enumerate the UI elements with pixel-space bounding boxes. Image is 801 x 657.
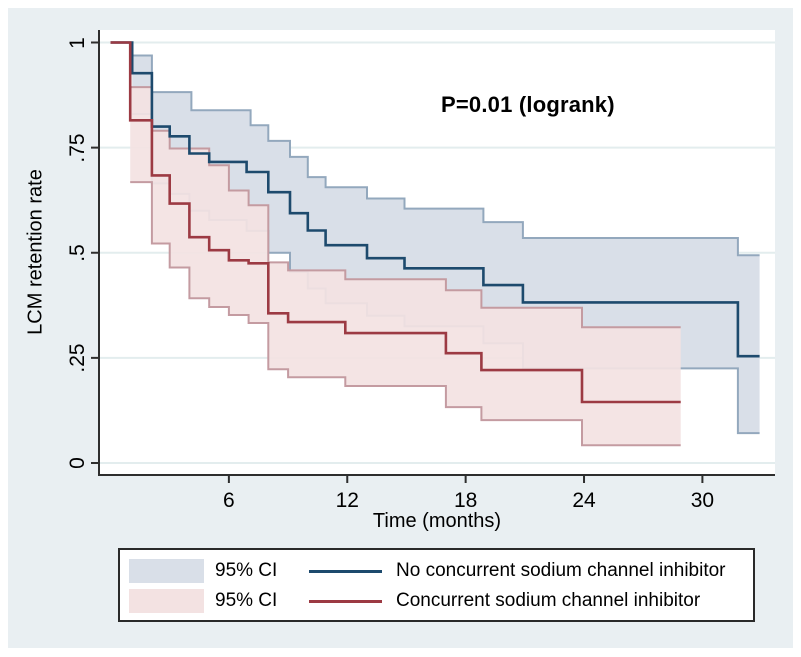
legend-series-label-no-inhibitor: No concurrent sodium channel inhibitor [396, 560, 726, 581]
x-tick-label: 6 [223, 489, 235, 512]
legend-ci-label-blue: 95% CI [215, 560, 278, 581]
x-axis-title: Time (months) [372, 510, 502, 532]
x-tick-label: 18 [453, 489, 478, 512]
x-tick-label: 24 [572, 489, 596, 512]
y-tick-label: .5 [66, 243, 89, 262]
y-tick-label: 1 [66, 36, 89, 49]
x-tick-label: 12 [335, 489, 359, 512]
legend-series-label-inhibitor: Concurrent sodium channel inhibitor [396, 590, 701, 611]
y-axis-title: LCM retention rate [24, 169, 47, 335]
y-tick-label: 0 [66, 457, 89, 469]
legend-line-swatch-navy [309, 570, 382, 573]
legend-ci-swatch-pink [129, 589, 204, 613]
legend-box: 95% CI No concurrent sodium channel inhi… [118, 548, 755, 622]
legend-ci-swatch-blue [129, 559, 204, 583]
legend-ci-label-pink: 95% CI [215, 590, 278, 611]
legend-line-swatch-red [309, 600, 382, 603]
y-tick-label: .25 [66, 343, 89, 373]
y-tick-label: .75 [66, 133, 89, 163]
p-value-annotation: P=0.01 (logrank) [441, 92, 615, 117]
x-tick-label: 30 [690, 489, 715, 512]
